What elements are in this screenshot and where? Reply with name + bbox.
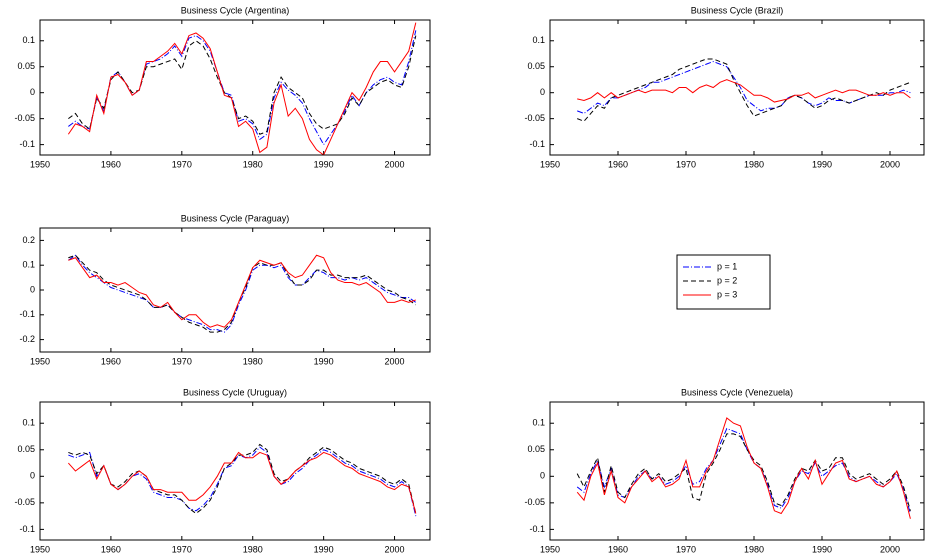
x-tick-label: 1990: [314, 356, 334, 366]
y-tick-label: 0: [30, 471, 35, 481]
x-tick-label: 1960: [608, 159, 628, 169]
chart-title: Business Cycle (Paraguay): [181, 213, 290, 223]
series-line: [68, 254, 417, 333]
x-tick-label: 2000: [385, 544, 405, 554]
y-tick-label: 0: [540, 87, 545, 97]
y-tick-label: 0.05: [527, 61, 545, 71]
chart-title: Business Cycle (Argentina): [181, 5, 290, 15]
legend-box: [676, 254, 771, 310]
y-tick-label: 0: [30, 284, 35, 294]
y-tick-label: -0.05: [14, 497, 35, 507]
series-line: [577, 79, 911, 103]
plot-frame: [39, 227, 431, 353]
x-tick-label: 1960: [608, 544, 628, 554]
y-tick-label: 0.1: [22, 418, 35, 428]
x-tick-label: 1990: [812, 544, 832, 554]
y-tick-label: 0: [30, 87, 35, 97]
x-tick-label: 1970: [676, 544, 696, 554]
x-tick-label: 1950: [30, 544, 50, 554]
y-tick-label: 0.1: [532, 418, 545, 428]
y-tick-label: -0.2: [19, 334, 35, 344]
y-tick-label: 0.1: [22, 35, 35, 45]
plot-frame: [39, 19, 431, 156]
y-tick-label: -0.1: [529, 139, 545, 149]
series-line: [577, 61, 911, 115]
plot-frame: [549, 401, 925, 541]
x-tick-label: 1950: [30, 356, 50, 366]
y-tick-label: -0.1: [19, 524, 35, 534]
series-line: [68, 30, 417, 146]
series-line: [68, 254, 416, 328]
x-tick-label: 1970: [172, 356, 192, 366]
x-tick-label: 1980: [243, 544, 263, 554]
series-line: [576, 433, 911, 511]
legend-label: p = 3: [717, 289, 737, 299]
y-tick-label: 0.1: [22, 260, 35, 270]
series-line: [67, 22, 417, 155]
x-tick-label: 1960: [101, 356, 121, 366]
y-tick-label: -0.05: [524, 497, 545, 507]
x-tick-label: 1950: [540, 544, 560, 554]
series-line: [577, 58, 911, 122]
x-tick-label: 1970: [172, 544, 192, 554]
legend-label: p = 2: [717, 275, 737, 285]
x-tick-label: 2000: [385, 159, 405, 169]
y-tick-label: 0: [540, 471, 545, 481]
y-tick-label: -0.1: [529, 524, 545, 534]
x-tick-label: 1980: [744, 544, 764, 554]
x-tick-label: 1980: [744, 159, 764, 169]
y-tick-label: -0.05: [524, 113, 545, 123]
y-tick-label: -0.1: [19, 139, 35, 149]
chart-title: Business Cycle (Brazil): [691, 5, 784, 15]
y-tick-label: 0.2: [22, 235, 35, 245]
y-tick-label: -0.05: [14, 113, 35, 123]
y-tick-label: -0.1: [19, 309, 35, 319]
series-line: [576, 427, 911, 514]
plot-frame: [549, 19, 925, 156]
x-tick-label: 1960: [101, 159, 121, 169]
x-tick-label: 1990: [812, 159, 832, 169]
x-tick-label: 1960: [101, 544, 121, 554]
x-tick-label: 2000: [385, 356, 405, 366]
x-tick-label: 1950: [540, 159, 560, 169]
x-tick-label: 1980: [243, 159, 263, 169]
x-tick-label: 1970: [172, 159, 192, 169]
y-tick-label: 0.05: [17, 444, 35, 454]
chart-title: Business Cycle (Venezuela): [681, 387, 793, 397]
chart-title: Business Cycle (Uruguay): [183, 387, 287, 397]
x-tick-label: 1990: [314, 544, 334, 554]
series-line: [67, 451, 417, 514]
legend-label: p = 1: [717, 261, 737, 271]
plot-frame: [39, 401, 431, 541]
x-tick-label: 1970: [676, 159, 696, 169]
x-tick-label: 2000: [880, 159, 900, 169]
x-tick-label: 1950: [30, 159, 50, 169]
y-tick-label: 0.05: [527, 444, 545, 454]
series-line: [68, 446, 417, 517]
x-tick-label: 1990: [314, 159, 334, 169]
x-tick-label: 1980: [243, 356, 263, 366]
y-tick-label: 0.05: [17, 61, 35, 71]
x-tick-label: 2000: [880, 544, 900, 554]
y-tick-label: 0.1: [532, 35, 545, 45]
series-line: [576, 417, 911, 519]
